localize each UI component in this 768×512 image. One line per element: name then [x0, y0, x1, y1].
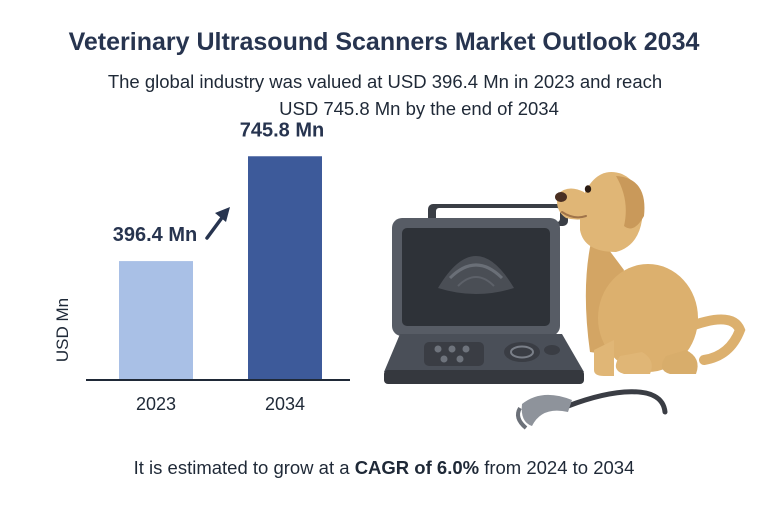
bar-2034: [248, 156, 322, 380]
illustration: [384, 172, 746, 430]
dog-icon: [555, 172, 746, 376]
growth-arrow: [205, 207, 230, 240]
x-tick-label-2023: 2023: [136, 394, 176, 414]
cagr-statement: It is estimated to grow at a CAGR of 6.0…: [0, 457, 768, 479]
subtitle-line-2: USD 745.8 Mn by the end of 2034: [279, 98, 559, 119]
value-label-2034: 745.8 Mn: [240, 119, 324, 141]
value-label-2023: 396.4 Mn: [113, 224, 197, 246]
x-tick-label-2034: 2034: [265, 394, 305, 414]
probe-cable-icon: [565, 389, 668, 415]
bar-2023: [119, 261, 193, 380]
page-subtitle: The global industry was valued at USD 39…: [40, 68, 730, 122]
cagr-prefix: It is estimated to grow at a: [133, 457, 355, 478]
bar-chart: USD Mn 396.4 Mn 2023 745.8 Mn 2034: [53, 119, 350, 414]
ultrasound-scanner-icon: [384, 204, 584, 384]
subtitle-line-1: The global industry was valued at USD 39…: [107, 71, 663, 92]
cagr-suffix: from 2024 to 2034: [479, 457, 635, 478]
y-axis-label: USD Mn: [53, 298, 72, 362]
page-title: Veterinary Ultrasound Scanners Market Ou…: [68, 28, 700, 56]
probe-icon: [516, 394, 572, 430]
cagr-value: CAGR of 6.0%: [354, 457, 480, 478]
